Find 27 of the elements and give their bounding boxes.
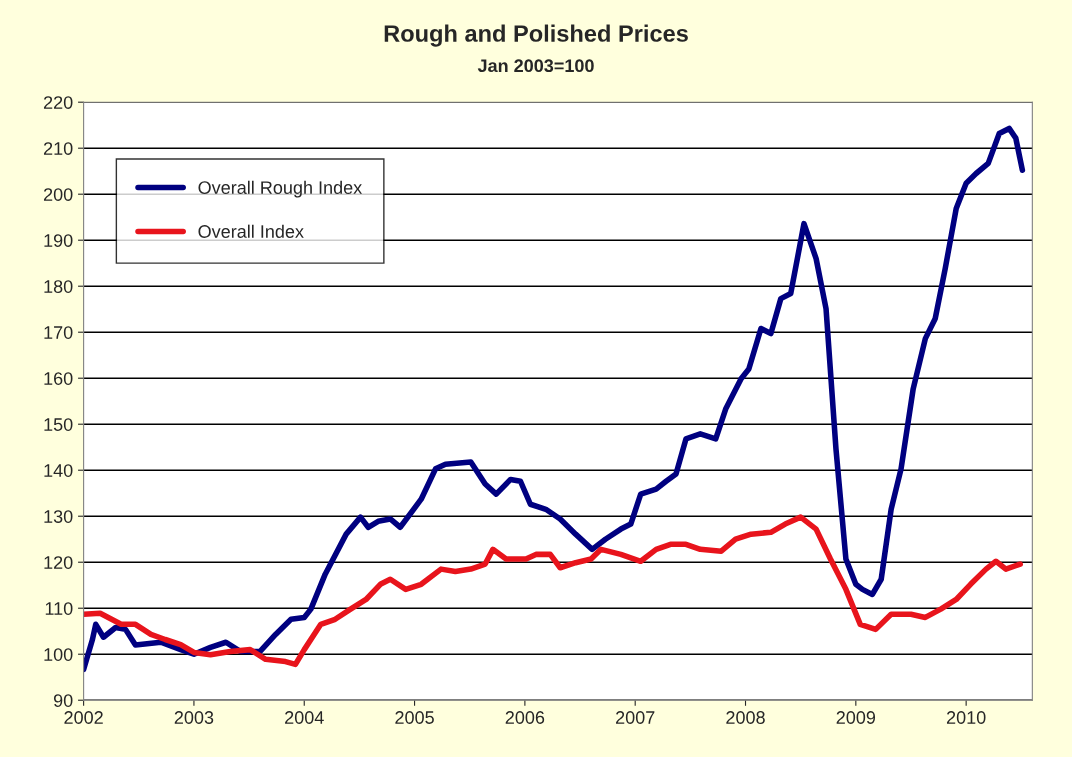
x-tick-label: 2004 <box>285 711 324 724</box>
x-tick-label: 2002 <box>64 711 103 724</box>
x-tick-label: 2005 <box>395 711 434 724</box>
y-tick-label: 120 <box>44 556 73 569</box>
y-tick-label: 190 <box>44 234 73 247</box>
y-tick-label: 130 <box>44 510 73 523</box>
y-tick-label: 150 <box>44 418 73 431</box>
y-tick-label: 110 <box>45 602 73 615</box>
y-tick-label: 210 <box>43 142 73 155</box>
x-tick-label: 2006 <box>505 711 545 724</box>
x-tick-label: 2003 <box>174 711 214 724</box>
y-tick-label: 180 <box>44 280 73 293</box>
x-tick-label: 2009 <box>836 711 876 724</box>
y-tick-label: 200 <box>43 188 73 201</box>
legend-label: Overall Rough Index <box>198 180 363 198</box>
y-tick-label: 100 <box>44 648 73 661</box>
y-tick-label: 140 <box>44 464 73 477</box>
y-tick-label: 160 <box>44 372 73 385</box>
chart-title: Rough and Polished Prices <box>384 24 688 47</box>
y-tick-label: 220 <box>43 96 73 109</box>
y-tick-label: 90 <box>53 694 73 707</box>
x-tick-label: 2007 <box>616 711 655 724</box>
chart-subtitle: Jan 2003=100 <box>477 59 594 73</box>
x-tick-label: 2008 <box>726 711 765 724</box>
y-tick-label: 170 <box>44 326 73 339</box>
x-tick-label: 2010 <box>946 711 986 724</box>
legend-label: Overall Index <box>198 224 304 238</box>
